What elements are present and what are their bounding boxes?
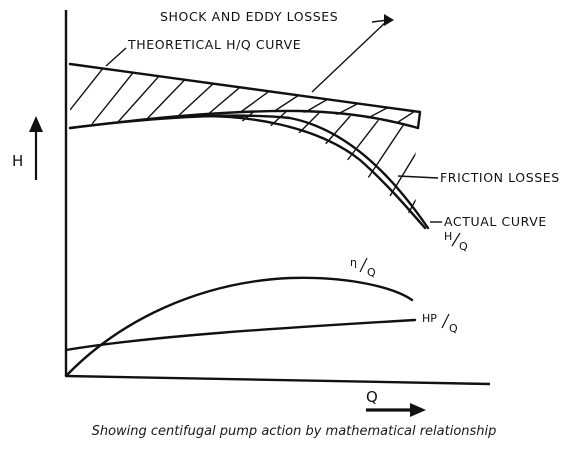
x-axis-arrow [366, 403, 426, 417]
efficiency-ratio-label: η Q [350, 256, 376, 279]
hq-ratio-label: H Q [444, 230, 468, 253]
efficiency-curve [64, 276, 414, 378]
x-axis [65, 374, 491, 386]
friction-loss-edge [173, 114, 427, 230]
theoretical-label: THEORETICAL H/Q CURVE [127, 37, 301, 52]
svg-text:Q: Q [449, 322, 458, 335]
shock-eddy-arrowhead [384, 14, 394, 26]
svg-text:Q: Q [459, 240, 468, 253]
friction-leader [397, 175, 439, 179]
figure-caption: Showing centifugal pump action by mathem… [91, 424, 497, 439]
pump-characteristic-diagram: SHOCK AND EDDY LOSSES THEORETICAL H/Q CU… [12, 9, 560, 417]
friction-label: FRICTION LOSSES [440, 170, 560, 185]
horsepower-curve [64, 318, 417, 352]
svg-text:Q: Q [367, 266, 376, 279]
x-axis-label: Q [366, 388, 378, 406]
band-right-edge [416, 110, 422, 130]
theoretical-hq-curve [68, 62, 422, 114]
actual-hq-curve [68, 114, 430, 230]
y-axis-arrow [29, 116, 43, 180]
svg-text:η: η [350, 256, 357, 269]
y-axis-label: H [12, 152, 23, 170]
svg-text:HP: HP [422, 312, 437, 325]
actual-label: ACTUAL CURVE [444, 214, 547, 229]
horsepower-ratio-label: HP Q [422, 312, 458, 335]
theoretical-leader [105, 47, 127, 67]
shock-eddy-label: SHOCK AND EDDY LOSSES [160, 9, 338, 24]
svg-text:H: H [444, 230, 452, 243]
shock-eddy-leader [311, 19, 391, 93]
